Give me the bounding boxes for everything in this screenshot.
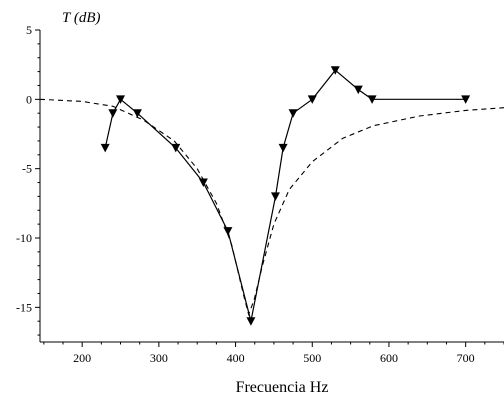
data-point-marker bbox=[108, 109, 118, 118]
series-line-solid bbox=[104, 69, 466, 322]
data-point-marker bbox=[198, 178, 208, 188]
x-tick-label: 600 bbox=[380, 351, 398, 365]
y-tick-label: 0 bbox=[26, 92, 32, 106]
series-line-dashed bbox=[39, 98, 504, 317]
x-tick-label: 200 bbox=[73, 351, 91, 365]
data-point-marker bbox=[116, 95, 126, 104]
data-point-marker bbox=[307, 95, 317, 104]
x-tick-label: 700 bbox=[457, 351, 475, 365]
x-tick-label: 400 bbox=[227, 351, 245, 365]
x-tick-label: 500 bbox=[303, 351, 321, 365]
y-tick-label: -10 bbox=[16, 231, 32, 245]
data-point-marker bbox=[132, 109, 142, 118]
y-tick-label: -15 bbox=[16, 300, 32, 314]
data-point-marker bbox=[270, 192, 280, 201]
x-axis-title: Frecuencia Hz bbox=[236, 379, 329, 396]
x-tick-label: 300 bbox=[150, 351, 168, 365]
series bbox=[39, 66, 504, 326]
data-point-marker bbox=[246, 317, 256, 326]
data-point-marker bbox=[330, 66, 340, 75]
data-point-marker bbox=[278, 143, 288, 153]
y-tick-label: -5 bbox=[22, 162, 32, 176]
data-point-marker bbox=[367, 95, 377, 104]
y-tick-label: 5 bbox=[26, 23, 32, 37]
ticks: 5 0 -5 -10 -15 200 300 400 500 600 700 bbox=[16, 23, 504, 365]
data-point-marker bbox=[461, 95, 471, 104]
data-point-marker bbox=[100, 143, 110, 153]
data-point-marker bbox=[353, 85, 363, 95]
data-point-marker bbox=[288, 109, 298, 118]
y-axis-title: T (dB) bbox=[62, 10, 100, 26]
data-point-marker bbox=[171, 143, 181, 153]
axes bbox=[39, 30, 504, 343]
